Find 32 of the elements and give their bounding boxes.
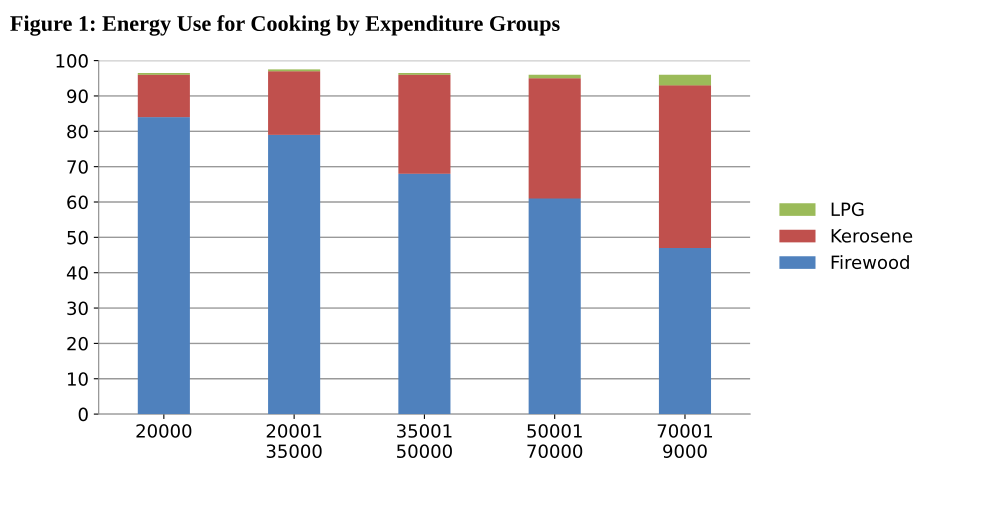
- bar: [658, 248, 712, 414]
- y-tick-label: 10: [68, 372, 88, 386]
- y-tick-label: 90: [67, 89, 88, 104]
- x-tick-label: 70001 9000: [658, 424, 712, 458]
- bar: [658, 85, 712, 248]
- bar: [268, 134, 320, 414]
- x-tick-label: 50001 70000: [527, 424, 582, 458]
- bar: [138, 117, 190, 414]
- y-tick-label: 40: [66, 266, 88, 280]
- y-tick-label: 50: [67, 230, 88, 244]
- y-tick-label: 80: [67, 124, 88, 138]
- bar: [138, 74, 190, 118]
- y-tick-label: 60: [67, 195, 88, 210]
- bar: [528, 198, 581, 414]
- bar: [398, 74, 450, 174]
- bar: [398, 174, 450, 414]
- bar: [528, 74, 581, 78]
- x-tick-label: 35001 50000: [397, 424, 452, 458]
- bar: [268, 71, 320, 135]
- legend-label: Kerosene: [832, 229, 912, 243]
- bar: [528, 78, 581, 198]
- chart-title: Figure 1: Energy Use for Cooking by Expenditure Groups: [10, 15, 560, 36]
- y-tick-label: 100: [56, 54, 88, 68]
- bar: [658, 74, 712, 86]
- x-tick-label: 20000: [136, 424, 192, 438]
- x-tick-label: 20001 35000: [266, 424, 322, 458]
- y-tick-label: 20: [67, 336, 88, 351]
- y-tick-label: 0: [78, 408, 88, 422]
- y-tick-label: 70: [67, 160, 88, 174]
- legend-label: Firewood: [832, 255, 909, 270]
- y-tick-label: 30: [67, 302, 88, 316]
- legend-label: LPG: [832, 202, 864, 216]
